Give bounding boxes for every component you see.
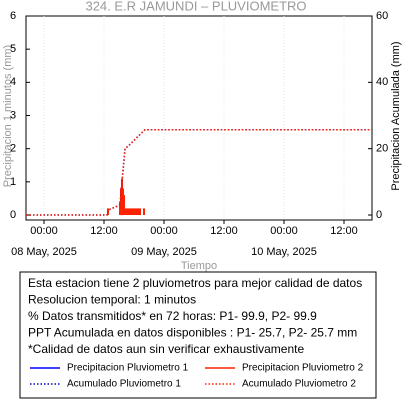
y-tick-label: 1 [10, 176, 16, 188]
legend-label: Precipitacion Pluviometro 1 [67, 363, 189, 374]
y2-tick-label: 40 [376, 76, 388, 88]
x-tick-label: 00:00 [150, 225, 178, 237]
info-line: PPT Acumulada en datos disponibles : P1-… [28, 326, 357, 340]
x-date-label: 08 May, 2025 [11, 246, 77, 258]
bar [143, 208, 145, 216]
info-line: Esta estacion tiene 2 pluviometros para … [28, 276, 362, 290]
y-axis-label: Precipitacion 1 minutos (mm) [2, 45, 14, 187]
y2-tick-label: 60 [376, 10, 388, 22]
bar [123, 195, 125, 216]
info-line: *Calidad de datos aun sin verificar exha… [28, 342, 304, 356]
y-tick-label: 4 [10, 76, 16, 88]
x-date-label: 10 May, 2025 [251, 246, 317, 258]
x-tick-label: 00:00 [30, 225, 58, 237]
info-line: Resolucion temporal: 1 minutos [28, 293, 196, 307]
legend-label: Acumulado Pluviometro 2 [242, 379, 356, 390]
bar [129, 208, 131, 216]
y-tick-label: 0 [10, 209, 16, 221]
y2-tick-label: 20 [376, 143, 388, 155]
x-tick-label: 12:00 [210, 225, 238, 237]
line [26, 129, 372, 216]
info-line: % Datos transmitidos* en 72 horas: P1- 9… [28, 309, 317, 323]
x-date-label: 09 May, 2025 [131, 246, 197, 258]
x-tick-label: 12:00 [90, 225, 118, 237]
x-axis-label: Tiempo [181, 260, 217, 272]
y-tick-label: 2 [10, 143, 16, 155]
bar [125, 208, 127, 216]
plot-frame [25, 15, 373, 221]
y2-tick-label: 0 [376, 209, 382, 221]
x-tick-label: 12:00 [330, 225, 358, 237]
bar [137, 208, 139, 216]
info-box [19, 271, 377, 399]
legend-label: Acumulado Pluviometro 1 [67, 379, 181, 390]
x-tick-label: 00:00 [270, 225, 298, 237]
y-tick-label: 3 [10, 109, 16, 121]
chart-title: 324. E.R JAMUNDI – PLUVIOMETRO [85, 0, 306, 13]
bar [139, 208, 141, 216]
bar [127, 208, 129, 216]
y-tick-label: 6 [10, 10, 16, 22]
y-tick-label: 5 [10, 43, 16, 55]
legend-label: Precipitacion Pluviometro 2 [242, 363, 364, 374]
bar [131, 208, 133, 216]
bar [135, 208, 137, 216]
line [26, 129, 372, 216]
bar [133, 208, 135, 216]
y2-axis-label: Precipitacion Acumulada (mm) [390, 41, 402, 190]
